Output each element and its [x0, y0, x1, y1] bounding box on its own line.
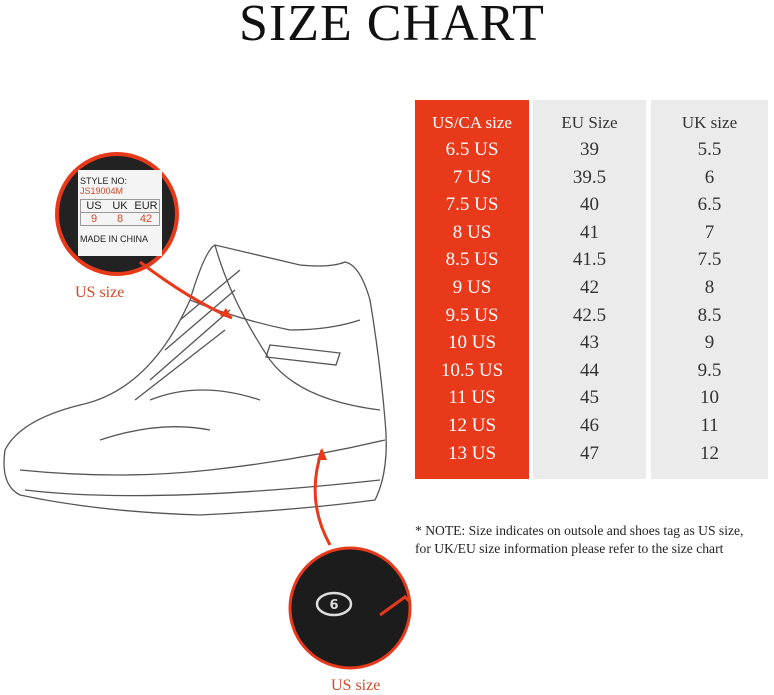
eu-size-column: EU Size 39 39.5 40 41 41.5 42 42.5 43 44 45 46 47 [533, 100, 646, 479]
us-size-cell: 10.5 US [440, 359, 504, 381]
tag-col-uk: UK [112, 200, 128, 212]
us-size-cell: 11 US [448, 387, 496, 409]
us-size-cell: 13 US [447, 442, 497, 464]
eu-size-cell: 47 [580, 442, 599, 464]
eu-size-cell: 45 [580, 387, 599, 409]
header-us: US/CA size [432, 113, 512, 132]
eu-size-cell: 41.5 [572, 249, 607, 271]
eu-size-cell: 39.5 [572, 166, 607, 188]
us-size-cell: 8 US [452, 221, 492, 243]
us-size-cell: 6.5 US [445, 139, 499, 160]
eu-size-cell: 44 [580, 359, 599, 381]
us-size-cell: 9.5 US [445, 304, 499, 326]
uk-size-cell: 7 [704, 221, 715, 243]
callout-label-top: US size [75, 284, 125, 301]
header-uk: UK size [681, 113, 738, 132]
size-note: * NOTE: Size indicates on outsole and sh… [415, 522, 743, 558]
uk-size-cell: 8.5 [697, 304, 722, 326]
us-size-column: US/CA size 6.5 US 7 US 7.5 US 8 US 8.5 US 9 US… [415, 100, 529, 479]
header-eu: EU Size [561, 113, 618, 132]
uk-size-cell: 5.5 [697, 139, 722, 160]
tag-style-value: JS19004M [80, 186, 124, 196]
uk-size-cell: 6 [704, 166, 715, 188]
eu-size-cell: 39 [580, 139, 599, 160]
outsole-size-text: 9 [329, 595, 338, 610]
tag-col-eur: EUR [134, 200, 158, 212]
tag-val-uk: 8 [116, 213, 124, 225]
tag-made-in: MADE IN CHINA [80, 234, 149, 244]
eu-size-cell: 42 [580, 276, 599, 298]
uk-size-cell: 11 [700, 414, 719, 436]
note-line-1: * NOTE: Size indicates on outsole and sh… [415, 523, 744, 538]
uk-size-cell: 7.5 [697, 249, 722, 271]
us-size-cell: 10 US [447, 332, 497, 354]
us-size-cell: 8.5 US [445, 249, 499, 271]
us-size-cell: 9 US [452, 276, 492, 298]
top-callout [55, 152, 233, 320]
bottom-callout: 9 [288, 448, 412, 670]
eu-size-cell: 41 [580, 221, 599, 243]
page-title: SIZE CHART [239, 0, 545, 52]
tag-label: STYLE NO: JS19004M US UK EUR 9 8 42 MADE IN … [80, 176, 160, 244]
tag-col-us: US [86, 200, 102, 212]
us-size-cell: 7.5 US [445, 194, 499, 216]
tag-val-us: 9 [90, 213, 98, 225]
eu-size-cell: 40 [580, 194, 599, 216]
note-line-2: for UK/EU size information please refer … [415, 541, 724, 556]
boot-sketch [3, 244, 387, 516]
uk-size-column: UK size 5.5 6 6.5 7 7.5 8 8.5 9 9.5 10 11 12 [651, 100, 768, 479]
uk-size-cell: 9.5 [697, 359, 722, 381]
uk-size-cell: 9 [704, 332, 715, 354]
uk-size-cell: 6.5 [697, 194, 722, 216]
uk-size-cell: 10 [700, 387, 719, 409]
tag-val-eur: 42 [139, 213, 153, 225]
uk-size-cell: 8 [704, 276, 715, 298]
eu-size-cell: 43 [580, 332, 599, 354]
us-size-cell: 7 US [452, 166, 492, 188]
us-size-cell: 12 US [447, 414, 497, 436]
eu-size-cell: 42.5 [572, 304, 607, 326]
eu-size-cell: 46 [580, 414, 599, 436]
uk-size-cell: 12 [700, 442, 719, 464]
tag-style-label: STYLE NO: [80, 176, 128, 186]
callout-label-bottom: US size [331, 677, 381, 694]
